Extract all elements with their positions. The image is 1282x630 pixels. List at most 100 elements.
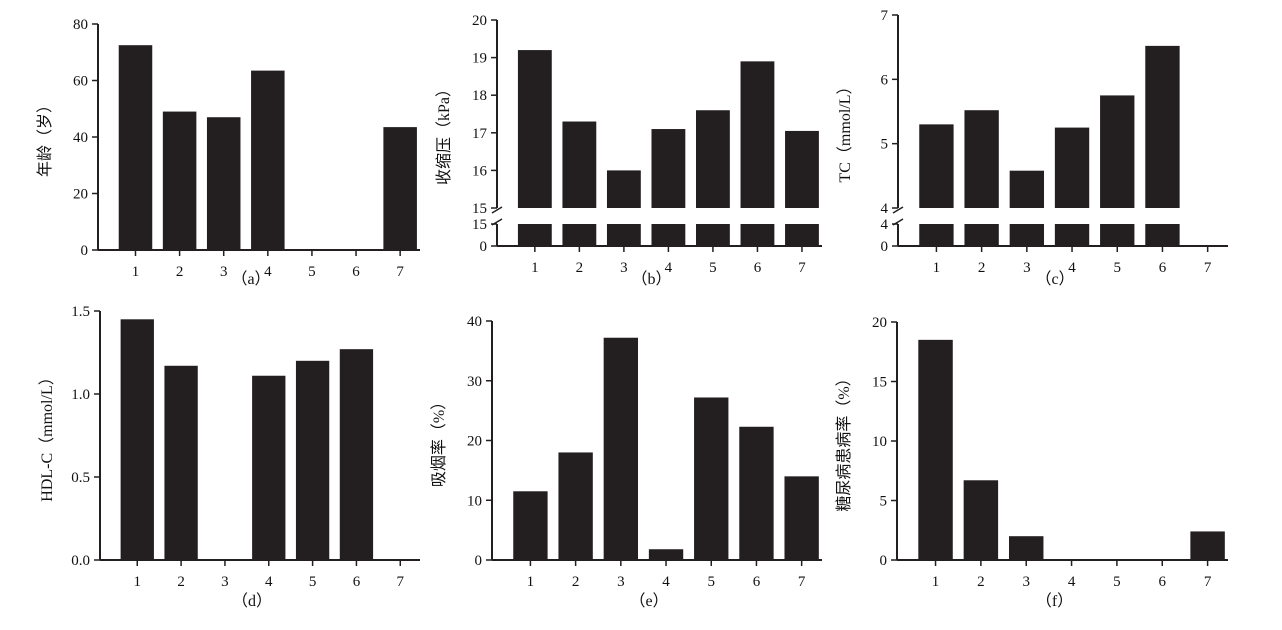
bar-lower: [562, 224, 597, 246]
x-tick-label: 3: [220, 264, 228, 280]
bar: [918, 339, 953, 560]
axis-break-mark: [892, 218, 904, 226]
bar: [785, 130, 819, 208]
bar: [1100, 95, 1135, 208]
x-tick-label: 4: [264, 264, 272, 280]
bar-lower: [1009, 224, 1045, 246]
y-tick-label: 20: [467, 434, 482, 450]
x-tick-label: 6: [754, 260, 762, 276]
x-tick-label: 6: [1159, 574, 1167, 590]
axis-break-mark: [491, 218, 503, 226]
y-tick-label: 0.0: [71, 553, 90, 569]
bar: [1009, 170, 1045, 208]
y-tick-label: 20: [73, 187, 88, 203]
chart-panel-f: 1 2 3 4 5 6 7 0 5 10 15 20 糖尿病患病率（%） （f）: [835, 315, 1228, 610]
y-tick-label: 15: [872, 375, 887, 391]
x-tick-label: 2: [978, 260, 986, 276]
bar-lower: [919, 224, 954, 246]
y-tick-label: 0: [881, 239, 889, 255]
bar: [963, 480, 999, 560]
bar: [919, 124, 954, 208]
x-tick-label: 5: [308, 264, 316, 280]
bar-lower: [517, 224, 552, 246]
y-tick-label: 5: [881, 137, 889, 153]
x-tick-label: 4: [665, 260, 673, 276]
y-tick-label: 80: [73, 17, 88, 33]
x-tick-label: 3: [617, 574, 625, 590]
x-tick-label: 7: [798, 574, 806, 590]
x-tick-label: 6: [352, 264, 360, 280]
y-tick-label: 20: [872, 315, 887, 331]
bar-lower: [740, 224, 775, 246]
bar: [603, 337, 639, 560]
y-axis-title: TC（mmol/L）: [836, 78, 854, 182]
y-tick-label: 19: [472, 51, 487, 67]
x-tick-label: 3: [1023, 260, 1031, 276]
panel-caption: （d）: [232, 592, 272, 610]
bar: [964, 110, 999, 208]
y-tick-label: 15: [472, 217, 487, 233]
x-tick-label: 3: [221, 574, 229, 590]
panel-caption: （f）: [1036, 592, 1073, 610]
chart-panel-c: 1 2 3 4 5 6 7 4 5 6 7 0 4 TC（mmol/L） （c）: [836, 8, 1228, 288]
panel-caption: （b）: [631, 270, 671, 288]
x-tick-label: 2: [977, 574, 985, 590]
x-tick-label: 5: [707, 574, 715, 590]
x-tick-label: 7: [1204, 260, 1212, 276]
bar: [120, 319, 154, 560]
x-tick-label: 7: [396, 264, 404, 280]
x-tick-label: 5: [709, 260, 717, 276]
bar: [513, 491, 548, 560]
bar-lower: [785, 224, 819, 246]
bar: [740, 61, 775, 208]
x-tick-label: 3: [1022, 574, 1030, 590]
bar: [1190, 531, 1225, 560]
x-tick-label: 2: [176, 264, 184, 280]
x-tick-label: 1: [933, 260, 941, 276]
bar: [1054, 127, 1090, 208]
y-tick-label: 15: [472, 201, 487, 217]
x-tick-label: 4: [1068, 574, 1076, 590]
y-tick-label: 10: [467, 493, 482, 509]
y-tick-label: 5: [880, 494, 888, 510]
bar: [558, 452, 593, 560]
y-tick-label: 0.5: [71, 470, 90, 486]
axis-break-mark: [892, 206, 904, 214]
y-tick-label: 18: [472, 88, 487, 104]
x-tick-label: 4: [1068, 260, 1076, 276]
bar: [118, 45, 153, 250]
bar: [517, 50, 552, 208]
bar: [694, 397, 729, 560]
x-tick-label: 2: [572, 574, 580, 590]
bar: [295, 360, 330, 560]
y-tick-label: 16: [472, 163, 488, 179]
bar: [784, 476, 819, 560]
bar: [651, 129, 686, 208]
y-tick-label: 7: [881, 8, 889, 24]
y-axis-title: HDL-C（mmol/L）: [38, 369, 56, 501]
x-tick-label: 6: [353, 574, 361, 590]
x-tick-label: 3: [620, 260, 628, 276]
bar: [562, 121, 597, 208]
bar: [164, 365, 198, 560]
bar: [339, 349, 374, 560]
axis-break-mark: [491, 206, 503, 214]
y-axis-title: 年龄（岁）: [36, 97, 54, 177]
y-tick-label: 4: [881, 201, 889, 217]
x-tick-label: 6: [1159, 260, 1167, 276]
bar: [739, 426, 774, 560]
y-tick-label: 17: [472, 126, 488, 142]
bar: [206, 117, 241, 250]
y-tick-label: 60: [73, 74, 88, 90]
y-tick-label: 10: [872, 434, 887, 450]
y-tick-label: 0: [475, 553, 483, 569]
x-tick-label: 6: [753, 574, 761, 590]
x-tick-label: 4: [265, 574, 273, 590]
y-tick-label: 1.0: [71, 387, 90, 403]
x-tick-label: 7: [798, 260, 806, 276]
bar: [252, 375, 286, 560]
panel-caption: （c）: [1035, 270, 1074, 288]
y-tick-label: 4: [881, 217, 889, 233]
y-tick-label: 20: [472, 13, 487, 29]
